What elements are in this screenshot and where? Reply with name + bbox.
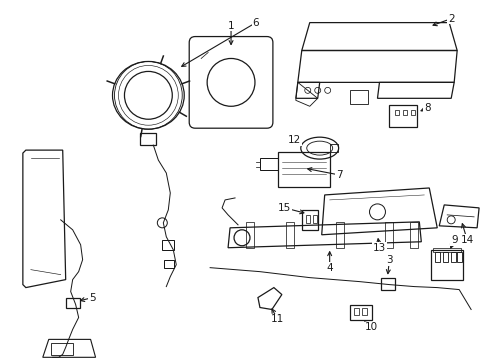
Bar	[301, 210, 317, 230]
Bar	[312, 215, 316, 223]
Bar	[456, 252, 461, 262]
Bar	[434, 252, 439, 262]
Text: 13: 13	[372, 243, 386, 253]
Bar	[245, 222, 253, 248]
Text: 15: 15	[278, 203, 291, 213]
Bar	[388, 105, 416, 127]
Text: 5: 5	[89, 293, 96, 302]
Bar	[381, 278, 395, 289]
Text: 2: 2	[447, 14, 453, 24]
Bar	[335, 222, 343, 248]
Bar	[349, 90, 367, 104]
Bar	[395, 110, 399, 115]
Text: 4: 4	[325, 263, 332, 273]
Bar	[349, 305, 371, 320]
Bar	[442, 252, 447, 262]
Bar	[285, 222, 293, 248]
Text: 1: 1	[227, 21, 234, 31]
Bar	[403, 110, 407, 115]
Text: 14: 14	[460, 235, 473, 245]
Bar	[430, 250, 462, 280]
Text: 8: 8	[423, 103, 430, 113]
Bar	[329, 144, 337, 152]
Bar	[385, 222, 393, 248]
Bar	[51, 343, 73, 355]
Bar	[450, 252, 455, 262]
Text: 10: 10	[364, 323, 377, 332]
Bar	[353, 307, 358, 315]
Text: 9: 9	[450, 235, 457, 245]
Bar	[65, 298, 80, 307]
Bar	[361, 307, 366, 315]
Bar	[277, 152, 329, 187]
Text: 7: 7	[336, 170, 342, 180]
Bar	[162, 240, 174, 250]
Bar	[410, 110, 414, 115]
Text: 12: 12	[287, 135, 301, 145]
Bar	[260, 158, 277, 170]
Text: 6: 6	[252, 18, 259, 28]
Bar	[305, 215, 309, 223]
Bar	[432, 248, 460, 252]
Bar	[409, 222, 417, 248]
Text: 11: 11	[271, 314, 284, 324]
Bar	[164, 260, 174, 268]
Text: 3: 3	[386, 255, 392, 265]
